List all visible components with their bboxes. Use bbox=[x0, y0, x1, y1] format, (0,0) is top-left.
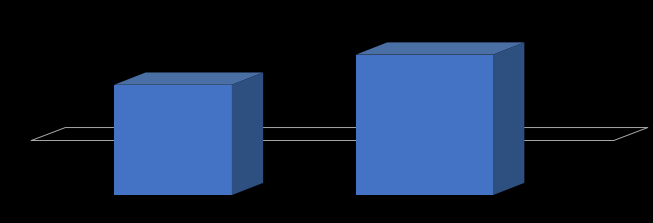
Polygon shape bbox=[356, 55, 493, 195]
Polygon shape bbox=[232, 72, 263, 195]
Polygon shape bbox=[356, 42, 524, 55]
Polygon shape bbox=[493, 42, 524, 195]
Polygon shape bbox=[114, 72, 263, 85]
Polygon shape bbox=[114, 85, 232, 195]
